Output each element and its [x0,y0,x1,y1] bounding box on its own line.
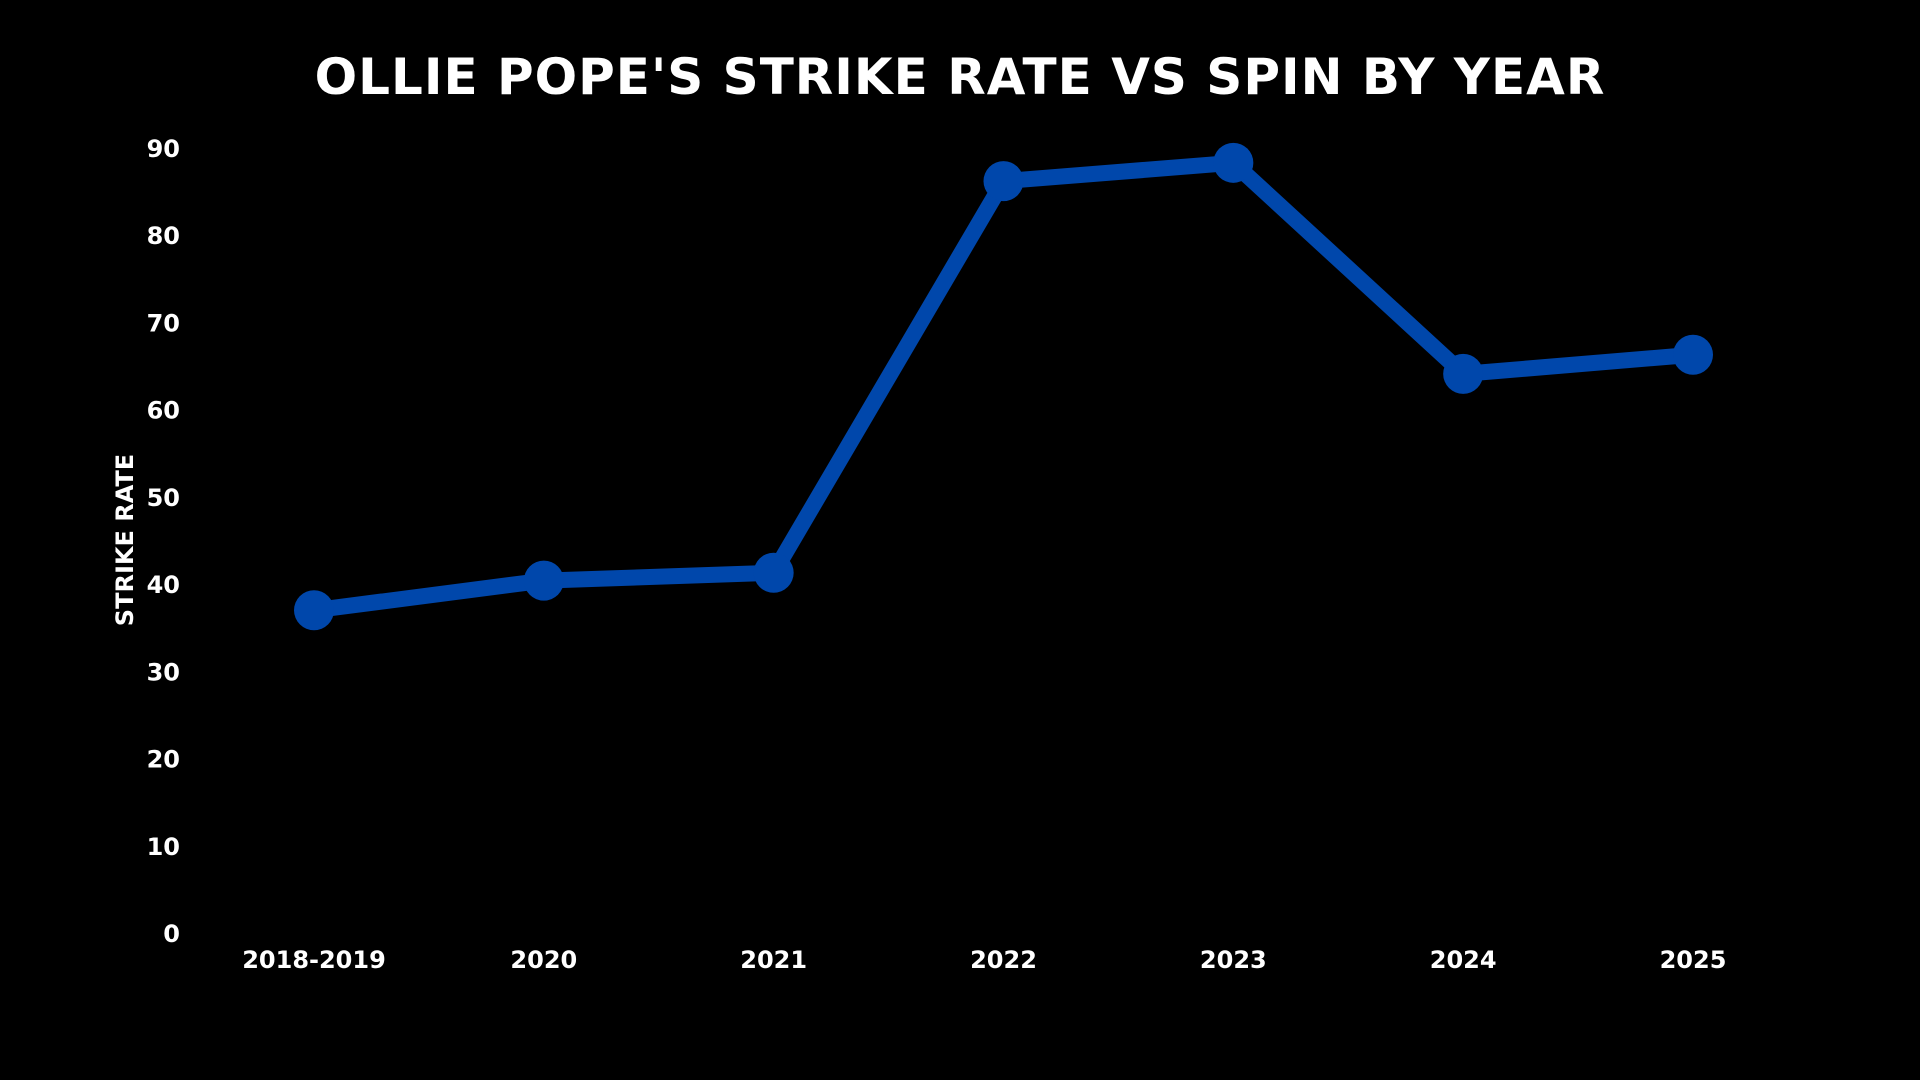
data-point [523,560,564,601]
y-tick-label: 50 [147,484,180,512]
y-tick-label: 20 [147,746,180,774]
series-group [294,142,1713,631]
y-tick-label: 40 [147,571,180,599]
data-point [753,552,794,593]
y-tick-label: 10 [147,833,180,861]
chart-title: OLLIE POPE'S STRIKE RATE VS SPIN BY YEAR [315,48,1606,106]
data-point [1213,142,1254,183]
data-point [294,590,334,631]
y-tick-label: 60 [147,397,180,425]
data-point [1443,353,1484,394]
x-tick-label: 2020 [510,946,577,974]
y-tick-label: 90 [147,135,180,163]
x-tick-label: 2021 [740,946,807,974]
y-tick-label: 30 [147,658,180,686]
y-axis-title: STRIKE RATE [111,454,139,626]
x-tick-label: 2024 [1430,946,1497,974]
x-tick-label: 2023 [1200,946,1267,974]
x-tick-label: 2018-2019 [242,946,386,974]
y-axis-ticks: 0 10 20 30 40 50 60 70 80 90 [147,135,180,948]
data-point [983,161,1024,202]
y-tick-label: 80 [147,222,180,250]
x-axis-ticks: 2018-2019 2020 2021 2022 2023 2024 2025 [242,946,1726,974]
y-tick-label: 70 [147,309,180,337]
data-point [1673,334,1713,375]
y-tick-label: 0 [163,920,180,948]
x-tick-label: 2025 [1660,946,1727,974]
x-tick-label: 2022 [970,946,1037,974]
